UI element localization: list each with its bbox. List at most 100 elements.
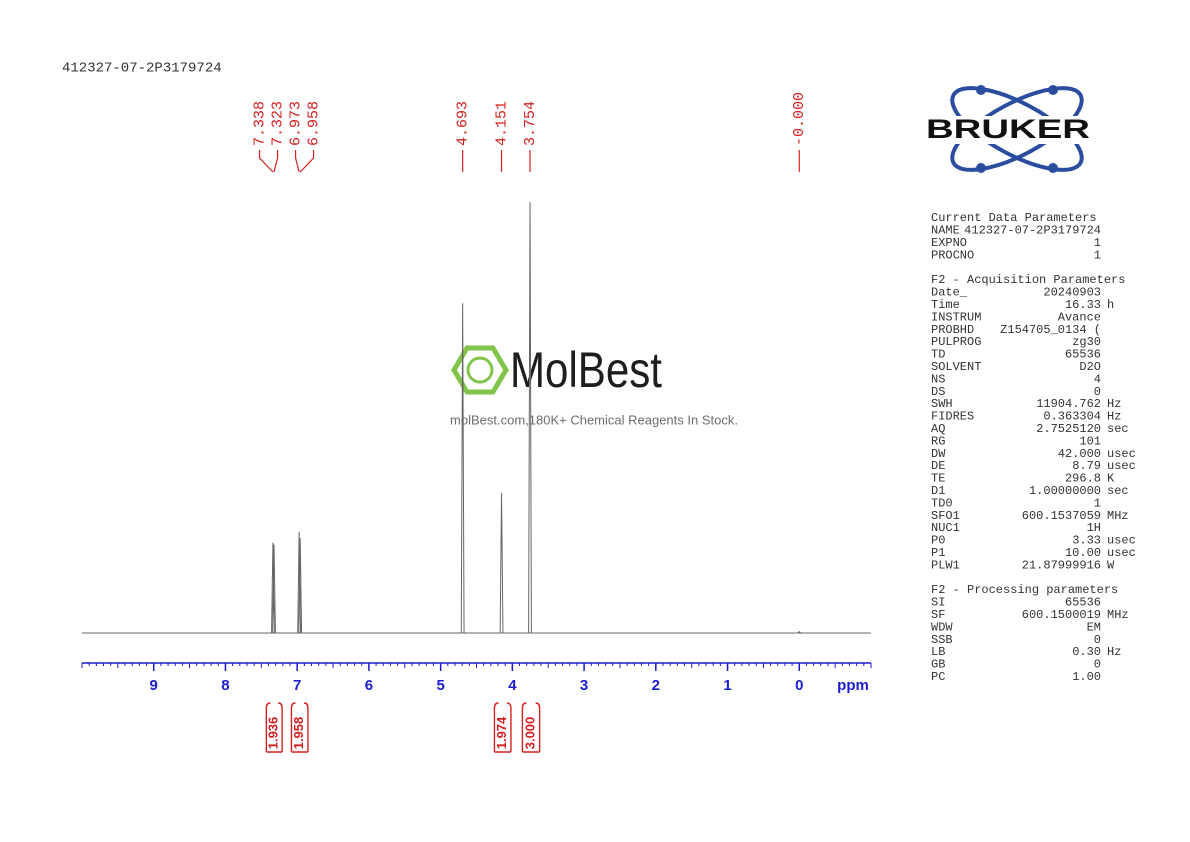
x-tick-label: 2 [652,677,660,694]
peak-leader [273,150,279,173]
parameter-unit: Hz [1107,645,1121,659]
parameter-name: AQ [931,422,945,436]
parameter-value: 600.1500019 [1022,608,1101,622]
parameter-value: 296.8 [1065,472,1101,486]
peak [499,492,504,634]
parameter-name: Date_ [931,286,968,300]
parameter-name: DS [931,385,945,399]
parameter-unit: MHz [1107,608,1129,622]
parameter-value: 0 [1094,385,1101,399]
parameter-value: 42.000 [1058,447,1101,461]
integral [265,702,283,753]
parameter-value: 0 [1094,633,1101,647]
parameter-name: NUC1 [931,521,960,535]
integral [290,702,309,753]
parameter-value: 16.33 [1065,298,1101,312]
logo-orbit [950,86,1084,172]
parameter-name: GB [931,658,945,672]
logo-dot [976,85,986,95]
parameter-name: PULPROG [931,335,981,349]
x-tick-label: 8 [221,677,229,694]
parameter-unit: Hz [1107,410,1121,424]
parameter-value: 101 [1079,434,1101,448]
x-tick-label: 6 [365,677,373,694]
parameter-value: 1.00 [1072,670,1101,684]
parameter-group-title: F2 - Processing parameters [931,583,1118,597]
parameter-value: 0.363304 [1043,410,1101,424]
peak-label: 7.338 [252,101,269,146]
peak-leader [294,150,300,173]
x-tick-label: 0 [795,677,803,694]
parameter-value: 1 [1094,236,1101,250]
watermark-ring [466,356,494,384]
parameter-unit: sec [1107,484,1129,498]
integral-label: 1.958 [291,717,306,750]
peak [271,542,275,634]
parameter-name: SF [931,608,945,622]
parameter-name: SWH [931,397,953,411]
parameter-name: PLW1 [931,558,960,572]
peak-label: 3.754 [522,101,539,146]
peak-label: 4.693 [455,101,472,146]
parameter-value: 21.87999916 [1022,558,1101,572]
parameter-value: 65536 [1065,596,1101,610]
peak [528,201,532,634]
peak [298,538,303,634]
peak-leader [258,150,274,173]
integral-label: 1.936 [266,717,281,750]
x-tick-label: 7 [293,677,301,694]
parameter-value: 20240903 [1043,286,1101,300]
parameter-name: Time [931,298,960,312]
parameter-value: 0.30 [1072,645,1101,659]
x-tick-label: 3 [580,677,588,694]
parameter-name: INSTRUM [931,310,981,324]
parameter-name: PROBHD [931,323,974,337]
logo-dot [1048,163,1058,173]
parameter-name: PC [931,670,945,684]
parameter-value: 2.7525120 [1036,422,1101,436]
peak-label: 4.151 [494,101,511,146]
peak [797,631,802,634]
parameter-name: FIDRES [931,410,974,424]
parameter-name: TD0 [931,496,953,510]
parameter-value: 412327-07-2P3179724 [964,224,1101,238]
parameter-name: NS [931,372,945,386]
x-tick-label: 5 [436,677,444,694]
parameter-value: EM [1087,620,1101,634]
parameter-value: Z154705_0134 ( [1000,323,1101,337]
logo-text: BRUKER [926,114,1090,144]
parameter-value: 10.00 [1065,546,1101,560]
parameter-name: SOLVENT [931,360,981,374]
parameter-name: LB [931,645,945,659]
x-axis-label: ppm [837,677,869,694]
chart-title: 412327-07-2P3179724 [62,61,222,77]
parameter-name: RG [931,434,945,448]
parameter-value: 8.79 [1072,459,1101,473]
peak [272,544,276,634]
parameter-name: DW [931,447,946,461]
parameter-unit: sec [1107,422,1129,436]
parameter-value: 3.33 [1072,534,1101,548]
parameter-name: DE [931,459,945,473]
parameter-unit: usec [1107,447,1136,461]
parameter-name: TE [931,472,945,486]
parameter-group-title: F2 - Acquisition Parameters [931,273,1125,287]
parameter-name: TD [931,348,945,362]
x-tick-label: 1 [723,677,731,694]
integral-label: 1.974 [494,716,509,749]
parameter-name: D1 [931,484,945,498]
parameter-value: 11904.762 [1036,397,1101,411]
parameter-unit: usec [1107,534,1136,548]
parameter-unit: MHz [1107,509,1129,523]
integral [493,702,512,753]
watermark: MolBest molBest.com,180K+ Chemical Reage… [450,342,738,427]
integral-label: 3.000 [522,717,537,750]
parameter-value: D2O [1079,360,1101,374]
watermark-hexagon [451,345,509,395]
peak [297,531,302,634]
parameter-unit: usec [1107,459,1136,473]
parameter-name: P1 [931,546,945,560]
